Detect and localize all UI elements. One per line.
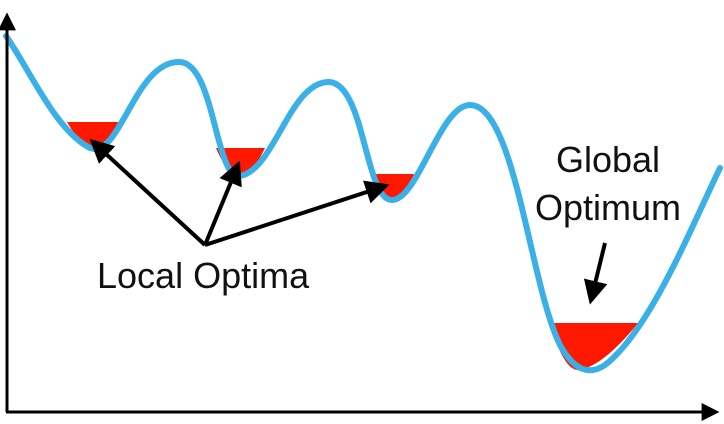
- local-arrow-2: [203, 160, 242, 246]
- local-arrow-3: [204, 180, 390, 247]
- local-optima-label: Local Optima: [97, 255, 310, 296]
- global-optimum-label-line2: Optimum: [535, 187, 681, 228]
- local-optimum-basin-1: [67, 122, 123, 148]
- local-arrow-1: [89, 138, 207, 247]
- global-arrow: [583, 242, 608, 305]
- landscape-curve: [3, 33, 723, 374]
- global-optimum-label-line1: Global: [556, 139, 660, 180]
